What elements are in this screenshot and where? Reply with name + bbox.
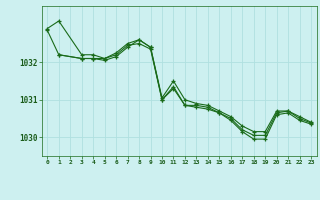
Text: Graphe pression niveau de la mer (hPa): Graphe pression niveau de la mer (hPa) xyxy=(48,176,272,186)
